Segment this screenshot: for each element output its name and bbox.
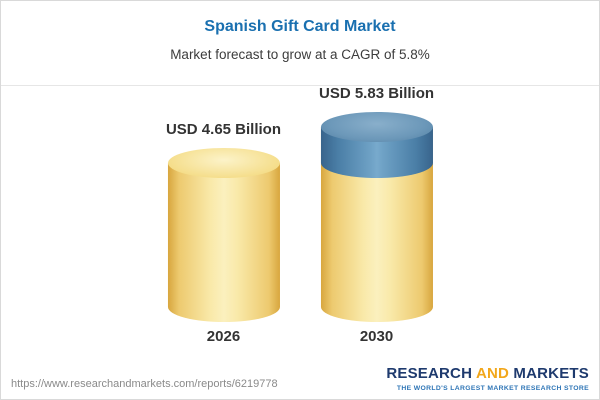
bar-series: USD 4.65 Billion 2026 USD 5.83 Billion <box>166 85 434 345</box>
logo-wordmark: RESEARCH AND MARKETS <box>386 364 589 383</box>
bar-2026-bottom-cap <box>167 292 280 322</box>
bar-2026-body <box>167 163 280 307</box>
bar-group-2026: USD 4.65 Billion 2026 <box>166 121 281 345</box>
bar-2026 <box>167 148 280 322</box>
logo-word-and: AND <box>475 364 510 382</box>
category-label-2030: 2030 <box>359 328 394 345</box>
logo-word-research: RESEARCH <box>386 364 473 382</box>
bar-2030-top-cap <box>320 112 433 142</box>
growth-segment <box>320 112 433 178</box>
bar-group-2030: USD 5.83 Billion 2030 <box>319 85 434 345</box>
logo-word-markets: MARKETS <box>513 364 589 382</box>
bar-2030-bottom-cap <box>320 292 433 322</box>
chart-header: Spanish Gift Card Market Market forecast… <box>1 1 599 86</box>
chart-title: Spanish Gift Card Market <box>204 18 396 35</box>
value-label-2030: USD 5.83 Billion <box>319 85 435 102</box>
bar-2030 <box>320 112 433 322</box>
bar-2026-top-cap <box>167 148 280 178</box>
growth-segment-junction <box>320 148 433 178</box>
value-label-2026: USD 4.65 Billion <box>165 121 281 138</box>
footer: https://www.researchandmarkets.com/repor… <box>1 357 599 399</box>
logo-tagline: THE WORLD'S LARGEST MARKET RESEARCH STOR… <box>396 385 589 392</box>
report-url-link[interactable]: https://www.researchandmarkets.com/repor… <box>11 378 278 390</box>
chart-subtitle: Market forecast to grow at a CAGR of 5.8… <box>170 47 430 62</box>
chart-area: USD 4.65 Billion 2026 USD 5.83 Billion <box>1 85 599 357</box>
category-label-2026: 2026 <box>206 328 241 345</box>
research-and-markets-logo: RESEARCH AND MARKETS THE WORLD'S LARGEST… <box>386 364 589 392</box>
